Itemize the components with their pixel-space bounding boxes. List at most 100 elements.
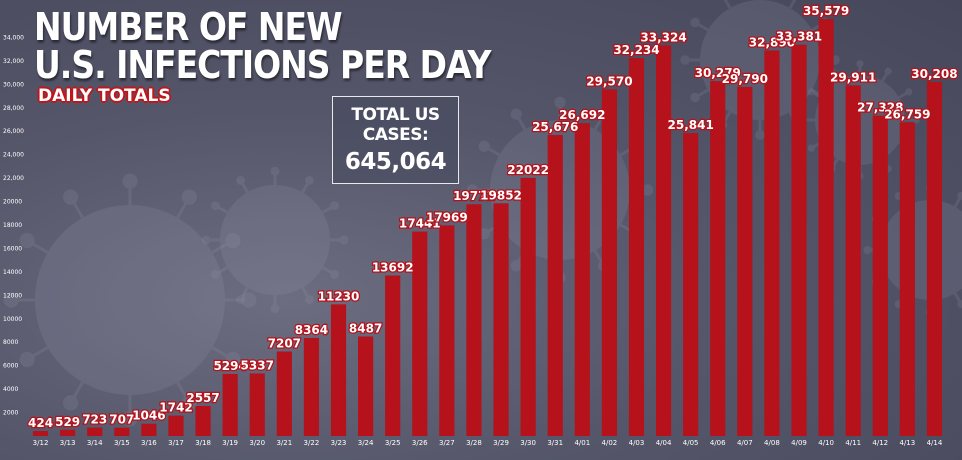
value-label: 5337 xyxy=(241,358,274,372)
y-tick-label: 8000 xyxy=(3,339,18,346)
x-tick-label: 4/13 xyxy=(900,439,916,447)
y-tick-label: 30,000 xyxy=(3,81,24,88)
x-tick-label: 4/03 xyxy=(629,439,645,447)
bar xyxy=(845,85,861,436)
value-label: 2557 xyxy=(186,391,219,405)
x-tick-label: 3/24 xyxy=(358,439,374,447)
bar xyxy=(574,123,590,436)
total-cases-box: TOTAL US CASES: 645,064 xyxy=(332,96,459,184)
bar xyxy=(195,406,211,436)
value-label: 33,324 xyxy=(640,30,686,44)
bar xyxy=(114,427,130,436)
value-label: 35,579 xyxy=(803,4,849,18)
value-label: 19771 xyxy=(453,189,495,203)
bar xyxy=(628,58,645,437)
bar xyxy=(385,275,401,436)
value-label: 11230 xyxy=(318,289,360,303)
chart-title-line-1: NUMBER OF NEW xyxy=(34,4,342,50)
bar xyxy=(141,423,157,436)
bar xyxy=(87,427,103,436)
y-tick-label: 10000 xyxy=(3,316,22,323)
bar xyxy=(764,50,780,436)
virus-shape xyxy=(201,166,349,314)
x-tick-label: 3/12 xyxy=(33,439,49,447)
x-tick-label: 4/07 xyxy=(737,439,753,447)
y-tick-label: 26,000 xyxy=(3,128,24,135)
x-tick-label: 3/20 xyxy=(249,439,265,447)
bar xyxy=(601,89,617,436)
x-tick-label: 3/27 xyxy=(439,439,455,447)
value-label: 17969 xyxy=(426,210,468,224)
x-tick-label: 3/18 xyxy=(195,439,211,447)
x-tick-label: 3/21 xyxy=(276,439,292,447)
x-tick-label: 4/01 xyxy=(574,439,590,447)
value-label: 5294 xyxy=(213,359,246,373)
x-tick-label: 3/29 xyxy=(493,439,509,447)
x-tick-label: 3/31 xyxy=(547,439,563,447)
x-tick-label: 3/23 xyxy=(331,439,347,447)
bar xyxy=(330,304,347,436)
value-label: 13692 xyxy=(372,260,414,274)
bar xyxy=(737,86,753,437)
value-label: 424 xyxy=(28,416,53,430)
value-label: 17441 xyxy=(399,217,441,231)
virus-shape xyxy=(3,173,257,427)
y-axis: 2000 4000 6000 8000 10000 12000 14000 16000 1800… xyxy=(3,34,24,416)
bar xyxy=(303,337,320,436)
value-label: 8487 xyxy=(349,322,382,336)
value-label: 25,676 xyxy=(532,120,578,134)
bar xyxy=(683,133,699,436)
bar xyxy=(520,177,536,437)
y-tick-label: 24,000 xyxy=(3,152,24,159)
y-tick-label: 2000 xyxy=(3,410,18,417)
bar xyxy=(791,44,807,436)
x-tick-label: 4/02 xyxy=(602,439,618,447)
y-tick-label: 14000 xyxy=(3,269,22,276)
bar xyxy=(899,122,915,436)
value-label: 30,279 xyxy=(695,66,741,80)
value-label: 22022 xyxy=(507,163,549,177)
value-label: 7207 xyxy=(268,337,301,351)
bar xyxy=(276,351,292,436)
value-label: 1742 xyxy=(159,401,192,415)
value-label: 19852 xyxy=(480,188,522,202)
x-tick-label: 4/12 xyxy=(872,439,888,447)
y-tick-label: 22,000 xyxy=(3,175,24,182)
x-tick-label: 3/15 xyxy=(114,439,130,447)
value-label: 723 xyxy=(82,413,107,427)
bar xyxy=(412,231,428,436)
value-label: 29,911 xyxy=(830,70,876,84)
y-tick-label: 18000 xyxy=(3,222,22,229)
x-tick-label: 3/26 xyxy=(412,439,428,447)
total-cases-label: TOTAL US CASES: xyxy=(351,105,440,145)
value-label: 25,841 xyxy=(668,118,714,132)
value-label: 33,381 xyxy=(776,30,822,44)
bar xyxy=(168,415,184,436)
y-tick-label: 16000 xyxy=(3,245,22,252)
x-tick-label: 3/13 xyxy=(60,439,76,447)
bar xyxy=(466,204,482,436)
value-label: 27,328 xyxy=(857,101,903,115)
x-tick-label: 3/28 xyxy=(466,439,482,447)
x-tick-label: 3/17 xyxy=(168,439,184,447)
value-label: 32,234 xyxy=(613,43,659,57)
value-label: 26,692 xyxy=(559,108,605,122)
x-axis: 3/12 3/13 3/14 3/15 3/16 3/17 3/18 3/19 3/20 3/21… xyxy=(33,439,943,447)
bar xyxy=(818,18,834,436)
value-label: 707 xyxy=(109,413,134,427)
value-label: 8364 xyxy=(295,323,328,337)
chart-subtitle: DAILY TOTALS xyxy=(38,86,171,106)
bar xyxy=(358,336,374,436)
x-tick-label: 3/22 xyxy=(304,439,320,447)
y-tick-label: 34,000 xyxy=(3,34,24,41)
chart-title-line-2: U.S. INFECTIONS PER DAY xyxy=(34,42,491,88)
value-label: 1046 xyxy=(132,409,165,423)
value-label: 32,890 xyxy=(749,35,795,49)
total-cases-value: 645,064 xyxy=(344,149,447,175)
x-tick-label: 4/04 xyxy=(656,439,672,447)
value-label: 29,790 xyxy=(722,72,768,86)
x-tick-label: 4/14 xyxy=(927,439,943,447)
